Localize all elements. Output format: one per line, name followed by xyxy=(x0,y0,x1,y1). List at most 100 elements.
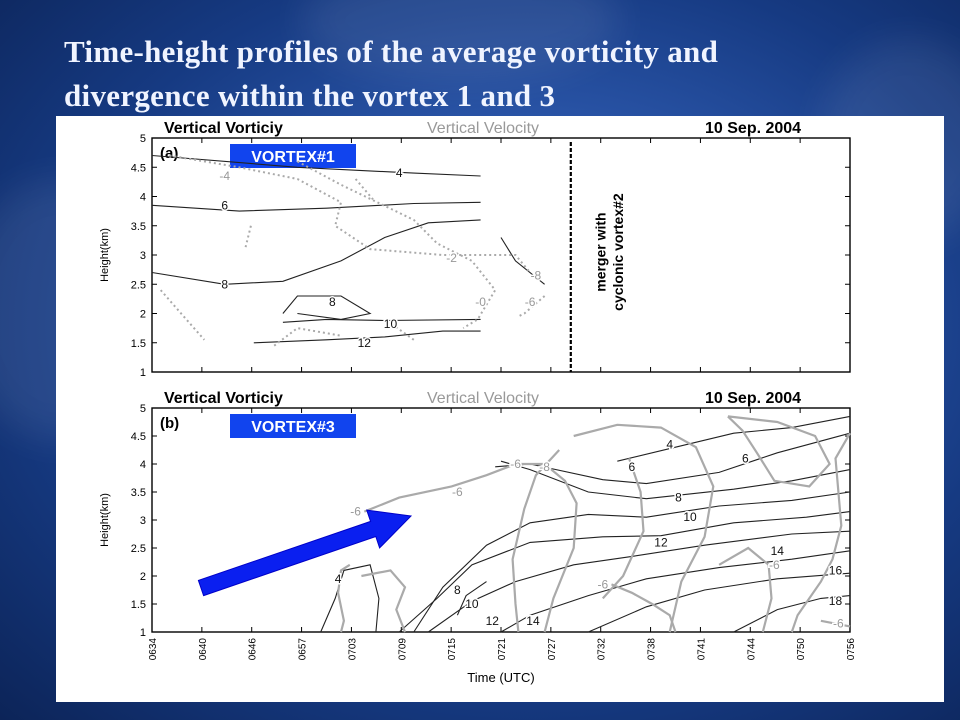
contour-line xyxy=(427,530,851,633)
contour-value-label: -6 xyxy=(833,617,844,631)
contour-value-label: -8 xyxy=(531,268,542,282)
contour-value-label: -4 xyxy=(219,169,230,183)
contour-value-label: 12 xyxy=(486,614,500,628)
x-axis-label: Time (UTC) xyxy=(467,670,534,685)
contour-line xyxy=(392,324,415,341)
x-tick-label: 0732 xyxy=(597,638,608,661)
contour-line xyxy=(500,237,545,285)
panel-header-left: Vertical Vorticiy xyxy=(164,390,283,407)
slide-title: Time-height profiles of the average vort… xyxy=(64,30,924,118)
slide-title-line-2: divergence within the vortex 1 and 3 xyxy=(64,78,556,113)
contour-value-label: 14 xyxy=(771,544,785,558)
y-tick-label: 2.5 xyxy=(131,543,146,555)
contour-value-label: 10 xyxy=(384,317,398,331)
contour-line xyxy=(282,318,481,323)
contour-line xyxy=(500,550,851,633)
contour-line xyxy=(511,449,561,633)
y-tick-label: 5 xyxy=(140,133,146,145)
contour-value-label: 8 xyxy=(454,583,461,597)
contour-line xyxy=(253,330,481,344)
y-tick-label: 4.5 xyxy=(131,162,146,174)
contour-line xyxy=(718,546,773,633)
panel-header-mid: Vertical Velocity xyxy=(427,390,539,407)
x-tick-label: 0709 xyxy=(397,638,408,661)
contour-value-label: 4 xyxy=(666,437,673,451)
y-tick-label: 3 xyxy=(140,250,146,262)
contour-value-label: -6 xyxy=(350,505,361,519)
contour-line xyxy=(363,462,578,633)
y-tick-label: 3.5 xyxy=(131,221,146,233)
contour-line xyxy=(169,154,531,274)
contour-value-label: -6 xyxy=(510,457,521,471)
contour-line xyxy=(151,219,481,285)
x-tick-label: 0738 xyxy=(647,638,658,661)
x-tick-label: 0741 xyxy=(696,638,707,661)
annotation-merger-line1: merger with xyxy=(593,212,609,291)
contour-line xyxy=(820,619,851,628)
contour-line xyxy=(727,415,831,488)
contour-line xyxy=(336,563,351,633)
y-axis-label: Height(km) xyxy=(99,493,111,547)
x-tick-label: 0756 xyxy=(846,638,857,661)
contour-value-label: 6 xyxy=(742,451,749,465)
contour-value-label: -6 xyxy=(452,485,463,499)
vortex-label-box xyxy=(230,414,356,438)
y-tick-label: 5 xyxy=(140,403,146,415)
x-tick-label: 0727 xyxy=(547,638,558,661)
contour-value-label: 12 xyxy=(654,535,668,549)
x-tick-label: 0657 xyxy=(298,638,309,661)
panel-label: (b) xyxy=(160,415,179,432)
contour-value-label: 10 xyxy=(465,597,479,611)
contour-value-label: -6 xyxy=(525,295,536,309)
contour-line xyxy=(413,491,851,633)
contour-line xyxy=(398,511,851,633)
x-tick-label: 0715 xyxy=(447,638,458,661)
contour-line xyxy=(151,201,481,212)
contour-line xyxy=(573,423,715,633)
x-tick-label: 0721 xyxy=(497,638,508,661)
panel-b: Vertical Vorticiy Vertical Velocity 10 Sep… xyxy=(99,390,857,685)
panel-a: Vertical Vorticiy Vertical Velocity 10 Sep… xyxy=(99,120,851,379)
plot-frame xyxy=(151,407,851,633)
y-tick-label: 3 xyxy=(140,515,146,527)
highlight-arrow-shape xyxy=(197,509,413,597)
vortex-label: VORTEX#1 xyxy=(230,144,356,168)
contour-value-label: 6 xyxy=(629,460,636,474)
contour-line xyxy=(601,458,645,600)
contour-value-label: -8 xyxy=(539,460,550,474)
contour-line xyxy=(320,564,380,633)
x-tick-label: 0640 xyxy=(198,638,209,661)
y-axis-label: Height(km) xyxy=(99,228,111,282)
y-tick-label: 4 xyxy=(140,459,146,471)
contour-value-label: 16 xyxy=(829,563,843,577)
contour-line xyxy=(500,460,851,500)
panel-header-left: Vertical Vorticiy xyxy=(164,120,283,137)
contour-value-label: 8 xyxy=(675,491,682,505)
contour-line xyxy=(273,327,342,347)
annotation-merger-line2: cyclonic vortex#2 xyxy=(610,193,626,311)
contour-line xyxy=(790,432,851,633)
panel-header-right: 10 Sep. 2004 xyxy=(705,120,801,137)
contour-line xyxy=(611,583,677,633)
panel-header-mid: Vertical Velocity xyxy=(427,120,539,137)
contour-line xyxy=(282,295,372,320)
slide-title-line-1: Time-height profiles of the average vort… xyxy=(64,34,719,69)
panel-header-right: 10 Sep. 2004 xyxy=(705,390,801,407)
contour-value-label: 18 xyxy=(829,594,843,608)
contour-line xyxy=(617,415,851,462)
y-tick-label: 4.5 xyxy=(131,431,146,443)
y-tick-label: 1.5 xyxy=(131,338,146,350)
contour-line xyxy=(456,581,487,616)
contour-value-label: 12 xyxy=(358,336,372,350)
x-tick-label: 0646 xyxy=(248,638,259,661)
y-tick-label: 2.5 xyxy=(131,279,146,291)
figure-panel: Vertical Vorticiy Vertical Velocity 10 Sep… xyxy=(56,116,944,702)
contour-value-label: 4 xyxy=(335,572,342,586)
x-tick-label: 0703 xyxy=(347,638,358,661)
contour-line xyxy=(151,154,481,177)
contour-line xyxy=(517,295,546,318)
contour-value-label: 4 xyxy=(396,166,403,180)
highlight-arrow xyxy=(197,509,413,597)
contour-line xyxy=(159,289,206,341)
contour-line xyxy=(361,569,407,633)
